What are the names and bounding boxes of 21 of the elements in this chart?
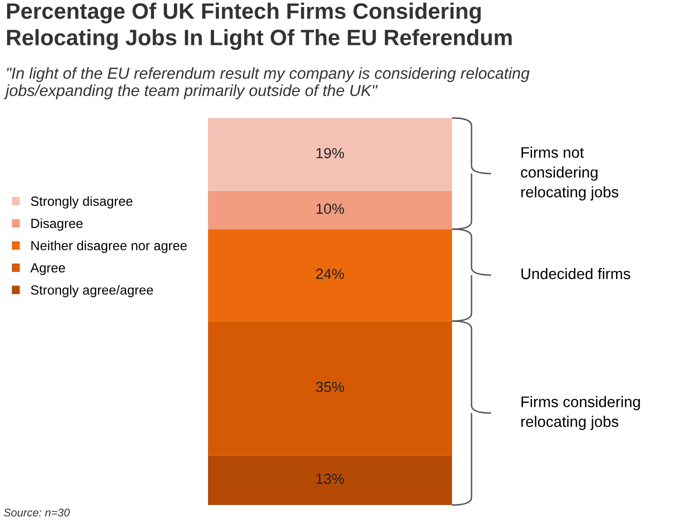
bar [208,455,452,505]
chart-title: Percentage Of UK Fintech Firms Considering Relocating Jobs In Light Of The EU Referendum [7,2,512,50]
bar [208,321,452,456]
legend-label: Disagree [31,218,83,231]
bar [208,190,452,230]
text: Firms considering relocating jobs [521,396,640,430]
chart-subtitle: "In light of the EU referendum result my company is considering relocating jobs/expanding the team primarily outside of the UK" [4,67,530,100]
text: Firms not considering relocating jobs [520,146,618,200]
data-label: 35% [316,382,344,392]
bar [208,229,452,322]
bar [208,118,452,191]
legend-label: Strongly disagree [30,196,132,209]
legend-label: Neither disagree nor agree [31,240,187,253]
data-label: 19% [316,148,344,158]
legend-label: Agree [30,263,65,276]
data-label: 24% [316,268,344,279]
source-note: Source: n=30 [4,508,70,517]
text: Undecided firms [522,268,630,280]
data-label: 13% [316,474,344,484]
data-label: 10% [316,204,344,214]
legend-label: Strongly agree/agree [30,284,153,298]
